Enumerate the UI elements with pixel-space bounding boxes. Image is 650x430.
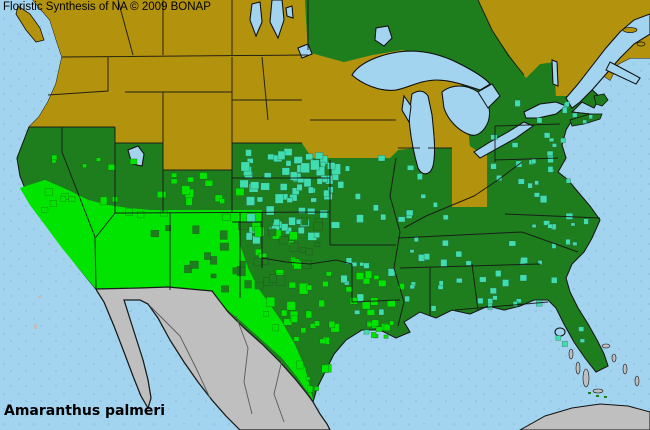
prince-edward-island: [636, 41, 646, 47]
mexico-state-borders: [149, 305, 285, 423]
cuba: [518, 403, 650, 430]
map-title: Floristic Synthesis of NA © 2009 BONAP: [3, 1, 211, 13]
county-markers-california-central: [41, 154, 76, 213]
county-markers-texas-tip: [305, 376, 320, 393]
bahamas: [568, 343, 640, 394]
county-markers-gulf-west: [340, 257, 410, 335]
county-markers-long-island: [582, 114, 593, 124]
islands: [15, 5, 650, 430]
species-label: Amaranthus palmeri: [4, 403, 166, 419]
county-markers-mid-atlantic: [543, 132, 566, 164]
county-markers-midwest: [337, 155, 449, 243]
state-borders: [29, 0, 601, 327]
florida-keys: [588, 392, 591, 394]
county-markers-florida-peninsula: [555, 326, 585, 347]
county-markers-colorado-utah: [137, 172, 245, 221]
county-record-markers: [41, 99, 593, 393]
anticosti-island: [622, 27, 638, 33]
florida-keys: [596, 395, 599, 397]
county-markers-southwest-dark: [150, 221, 289, 293]
florida-keys: [604, 396, 607, 398]
cape-cod: [593, 93, 609, 107]
guadalupe-island: [34, 324, 37, 329]
vancouver-island: [15, 5, 45, 43]
channel-island: [38, 296, 42, 298]
county-markers-louisiana-coast: [370, 319, 394, 339]
county-markers-texas-south: [289, 299, 332, 374]
county-markers-new-england-coast: [562, 101, 578, 118]
region-no-data-mexico: [95, 286, 331, 430]
